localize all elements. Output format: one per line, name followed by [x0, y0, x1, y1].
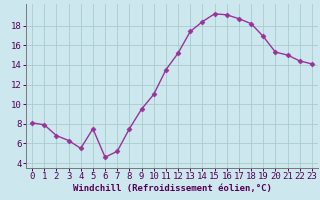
- X-axis label: Windchill (Refroidissement éolien,°C): Windchill (Refroidissement éolien,°C): [73, 184, 271, 193]
